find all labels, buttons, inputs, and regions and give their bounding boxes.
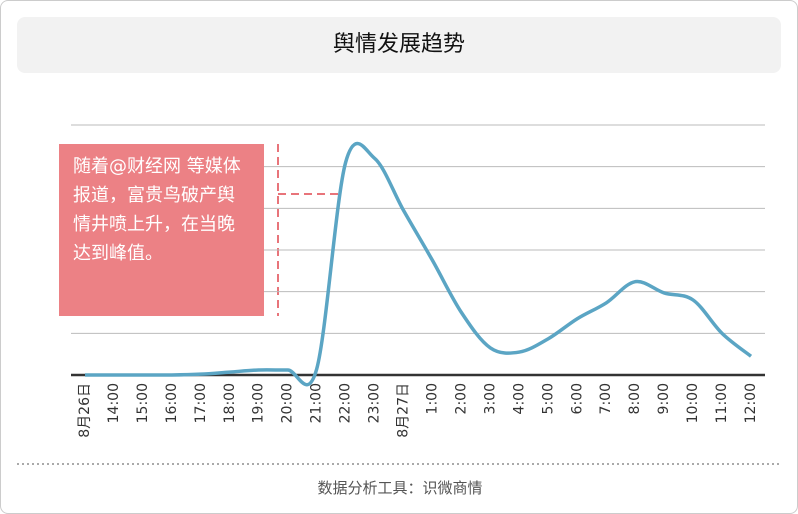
x-tick-label: 19:00 <box>251 383 267 423</box>
x-tick-label: 2:00 <box>453 383 469 414</box>
x-tick-label: 23:00 <box>367 383 383 423</box>
x-tick-label: 12:00 <box>743 383 759 423</box>
source: 数据分析工具：识微商情 <box>317 479 483 497</box>
annotation: 随着@财经网 等媒体报道，富贵鸟破产舆情井喷上升，在当晚达到峰值。 <box>59 144 264 316</box>
x-tick-label: 5:00 <box>540 383 556 414</box>
line <box>84 141 753 387</box>
x-tick-label: 7:00 <box>598 383 614 414</box>
x-tick-label: 6:00 <box>569 383 585 414</box>
x-tick-label: 16:00 <box>164 383 180 423</box>
x-tick-label: 11:00 <box>714 383 730 423</box>
x-tick-label: 15:00 <box>135 383 151 423</box>
x-tick-label: 8月26日 <box>77 383 93 438</box>
x-tick-label: 14:00 <box>106 383 122 423</box>
x-tick-label: 10:00 <box>685 383 701 423</box>
x-tick-label: 18:00 <box>222 383 238 423</box>
x-tick-label: 9:00 <box>656 383 672 414</box>
x-tick-label: 20:00 <box>280 383 296 423</box>
x-tick-label: 22:00 <box>338 383 354 423</box>
x-tick-label: 8月27日 <box>396 383 412 438</box>
chart-title: 舆情发展趋势 <box>17 17 781 73</box>
x-tick-label: 3:00 <box>482 383 498 414</box>
x-tick-label: 1:00 <box>424 383 440 414</box>
x-tick-label: 21:00 <box>309 383 325 423</box>
x-tick-label: 17:00 <box>193 383 209 423</box>
x-tick-label: 4:00 <box>511 383 527 414</box>
x-tick-label: 8:00 <box>627 383 643 414</box>
